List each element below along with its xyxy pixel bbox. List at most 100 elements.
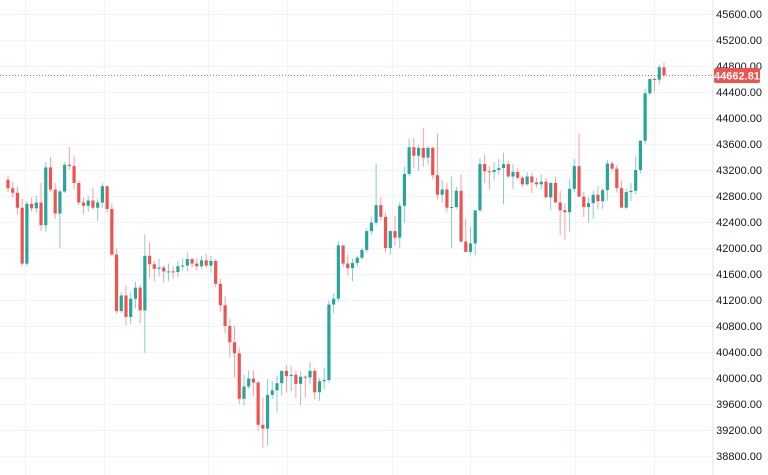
candle[interactable]: [483, 154, 487, 183]
candle[interactable]: [247, 370, 251, 390]
candle[interactable]: [265, 379, 270, 446]
candle[interactable]: [171, 266, 175, 280]
candle[interactable]: [525, 171, 529, 186]
candle[interactable]: [435, 133, 440, 200]
candle[interactable]: [214, 259, 218, 287]
candle[interactable]: [313, 367, 317, 400]
candle[interactable]: [299, 371, 303, 406]
candle[interactable]: [77, 180, 81, 206]
candle[interactable]: [199, 255, 204, 269]
candle[interactable]: [129, 292, 133, 325]
candle[interactable]: [657, 64, 661, 85]
candle[interactable]: [67, 146, 71, 170]
candle[interactable]: [308, 361, 312, 385]
candle[interactable]: [643, 88, 647, 144]
candle[interactable]: [204, 253, 208, 268]
candle[interactable]: [426, 145, 430, 165]
candle[interactable]: [369, 216, 373, 235]
candle[interactable]: [34, 196, 38, 213]
candle[interactable]: [275, 375, 279, 413]
candle[interactable]: [610, 160, 614, 172]
candle[interactable]: [530, 172, 534, 194]
candles[interactable]: [6, 62, 666, 448]
candle[interactable]: [143, 234, 147, 353]
candle[interactable]: [261, 397, 265, 448]
candle[interactable]: [176, 261, 180, 278]
candle[interactable]: [629, 183, 633, 202]
candle[interactable]: [303, 375, 307, 398]
candle[interactable]: [105, 185, 109, 213]
candle[interactable]: [553, 176, 558, 203]
candle[interactable]: [459, 174, 463, 243]
candle[interactable]: [270, 381, 274, 399]
candle[interactable]: [360, 248, 364, 260]
candle[interactable]: [582, 191, 586, 217]
candle[interactable]: [58, 189, 62, 249]
candle[interactable]: [501, 152, 506, 205]
candle[interactable]: [251, 370, 256, 397]
candle[interactable]: [407, 138, 411, 177]
candle[interactable]: [431, 146, 435, 180]
candle[interactable]: [147, 242, 152, 278]
candle[interactable]: [388, 229, 392, 255]
candle[interactable]: [289, 366, 293, 391]
candle[interactable]: [63, 162, 67, 193]
candle[interactable]: [605, 160, 609, 201]
candle[interactable]: [48, 157, 53, 193]
price-axis[interactable]: 45600.0045200.0044800.0044400.0044000.00…: [716, 9, 762, 463]
candle[interactable]: [332, 293, 336, 314]
candle[interactable]: [487, 166, 491, 190]
candle[interactable]: [586, 197, 591, 223]
candle[interactable]: [634, 156, 638, 195]
candle[interactable]: [383, 212, 388, 253]
candle[interactable]: [497, 158, 501, 176]
candle[interactable]: [572, 158, 576, 193]
candle[interactable]: [317, 378, 322, 401]
candle[interactable]: [11, 181, 15, 198]
candle[interactable]: [421, 127, 425, 167]
candle[interactable]: [516, 168, 520, 180]
candle[interactable]: [25, 201, 29, 267]
candle[interactable]: [638, 140, 643, 174]
candle[interactable]: [190, 257, 194, 268]
candle[interactable]: [365, 228, 369, 253]
candle[interactable]: [539, 174, 543, 190]
candle[interactable]: [402, 166, 407, 223]
candle[interactable]: [558, 190, 562, 235]
candle[interactable]: [39, 183, 43, 232]
candle[interactable]: [478, 158, 482, 213]
candle[interactable]: [341, 245, 345, 268]
candle[interactable]: [162, 265, 166, 284]
candle[interactable]: [398, 202, 402, 249]
candle[interactable]: [284, 365, 289, 393]
candle[interactable]: [96, 198, 100, 221]
candle[interactable]: [336, 240, 340, 302]
candle[interactable]: [152, 261, 156, 282]
candle[interactable]: [185, 252, 189, 272]
candle[interactable]: [374, 163, 378, 226]
candle[interactable]: [124, 285, 128, 326]
candle[interactable]: [596, 186, 600, 209]
candle[interactable]: [29, 197, 34, 212]
candle[interactable]: [544, 177, 548, 199]
candle[interactable]: [416, 144, 421, 171]
candle[interactable]: [619, 180, 624, 208]
candle[interactable]: [114, 248, 119, 314]
candle[interactable]: [322, 367, 326, 390]
candle[interactable]: [591, 190, 595, 219]
candle[interactable]: [563, 203, 567, 241]
candle[interactable]: [549, 182, 553, 211]
candle[interactable]: [440, 180, 444, 203]
candle[interactable]: [72, 155, 76, 190]
candle[interactable]: [624, 188, 628, 209]
candle[interactable]: [53, 183, 57, 219]
candle[interactable]: [209, 255, 213, 273]
candle[interactable]: [379, 197, 383, 221]
candle[interactable]: [237, 347, 241, 404]
candle[interactable]: [44, 162, 48, 232]
candle[interactable]: [232, 326, 237, 378]
candle[interactable]: [110, 203, 114, 257]
candle[interactable]: [511, 164, 515, 189]
candle[interactable]: [534, 177, 539, 188]
candle[interactable]: [195, 258, 199, 271]
